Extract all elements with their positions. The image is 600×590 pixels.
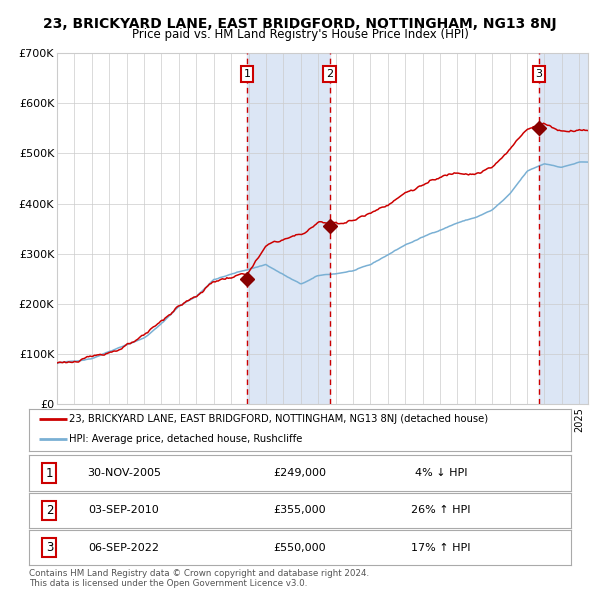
Text: 06-SEP-2022: 06-SEP-2022 [88, 543, 159, 552]
Text: Contains HM Land Registry data © Crown copyright and database right 2024.
This d: Contains HM Land Registry data © Crown c… [29, 569, 369, 588]
Text: 2: 2 [46, 504, 53, 517]
Text: £355,000: £355,000 [274, 506, 326, 515]
Text: 1: 1 [244, 69, 251, 79]
Text: 30-NOV-2005: 30-NOV-2005 [87, 468, 161, 478]
Text: 17% ↑ HPI: 17% ↑ HPI [411, 543, 471, 552]
Text: 26% ↑ HPI: 26% ↑ HPI [411, 506, 471, 515]
Text: Price paid vs. HM Land Registry's House Price Index (HPI): Price paid vs. HM Land Registry's House … [131, 28, 469, 41]
Text: 23, BRICKYARD LANE, EAST BRIDGFORD, NOTTINGHAM, NG13 8NJ (detached house): 23, BRICKYARD LANE, EAST BRIDGFORD, NOTT… [70, 415, 488, 424]
Text: 1: 1 [46, 467, 53, 480]
Text: 03-SEP-2010: 03-SEP-2010 [88, 506, 159, 515]
Text: 3: 3 [46, 541, 53, 554]
Text: 3: 3 [535, 69, 542, 79]
Text: 4% ↓ HPI: 4% ↓ HPI [415, 468, 467, 478]
Text: £550,000: £550,000 [274, 543, 326, 552]
Bar [247, 53, 330, 404]
Text: £249,000: £249,000 [274, 468, 326, 478]
Bar [539, 53, 588, 404]
Text: 23, BRICKYARD LANE, EAST BRIDGFORD, NOTTINGHAM, NG13 8NJ: 23, BRICKYARD LANE, EAST BRIDGFORD, NOTT… [43, 17, 557, 31]
Text: HPI: Average price, detached house, Rushcliffe: HPI: Average price, detached house, Rush… [70, 434, 303, 444]
Text: 2: 2 [326, 69, 334, 79]
